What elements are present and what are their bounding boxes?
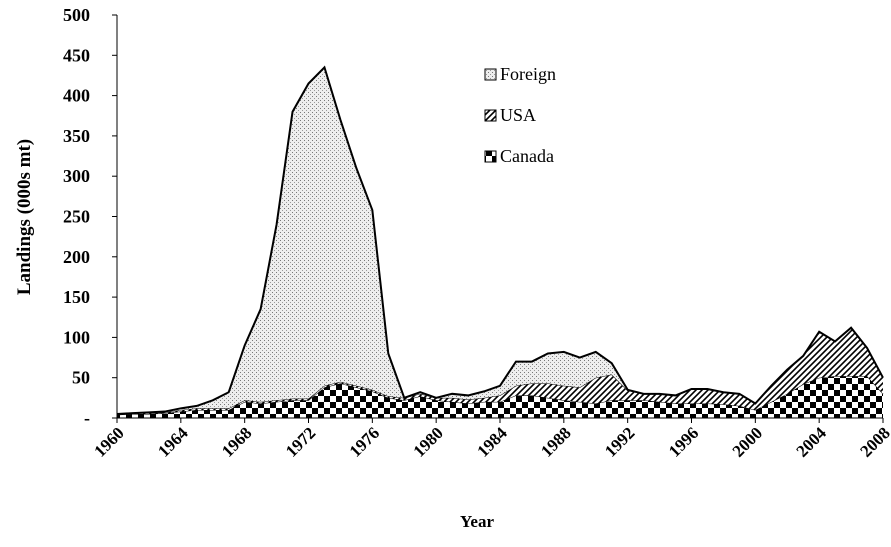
x-tick-label: 1964 [154, 423, 192, 461]
x-tick-label: 1960 [90, 423, 127, 460]
y-tick-label: 250 [63, 207, 90, 227]
y-axis-label: Landings (000s mt) [14, 139, 35, 295]
y-tick-label: 200 [63, 247, 90, 267]
x-axis-label: Year [460, 512, 494, 531]
x-tick-label: 2000 [729, 423, 766, 460]
area [117, 376, 883, 418]
x-tick-label: 1968 [218, 423, 255, 460]
legend-label: Canada [500, 146, 554, 166]
y-tick-label: 500 [63, 5, 90, 25]
x-tick-label: 1988 [537, 423, 574, 460]
legend-swatch [484, 68, 497, 81]
y-tick-label: 350 [63, 126, 90, 146]
legend-swatch [484, 150, 497, 163]
area [117, 67, 883, 414]
x-tick-label: 1992 [601, 423, 638, 460]
y-tick-label: 450 [63, 45, 90, 65]
x-tick-label: 1996 [665, 423, 702, 460]
x-tick-label: 1984 [473, 423, 511, 461]
x-tick-label: 2004 [793, 423, 831, 461]
x-tick-label: 1980 [410, 423, 447, 460]
area-edge [116, 65, 884, 415]
legend-label: Foreign [500, 64, 556, 84]
y-tick-label: - [84, 408, 90, 428]
area [117, 327, 883, 415]
y-tick-label: 300 [63, 166, 90, 186]
x-tick-label: 2008 [856, 423, 891, 460]
x-tick-label: 1976 [346, 423, 383, 460]
legend-label: USA [500, 105, 536, 125]
x-tick-label: 1972 [282, 423, 319, 460]
y-tick-label: 400 [63, 86, 90, 106]
y-tick-label: 150 [63, 287, 90, 307]
y-tick-label: 50 [72, 368, 90, 388]
legend-swatch [484, 109, 497, 122]
y-tick-label: 100 [63, 327, 90, 347]
